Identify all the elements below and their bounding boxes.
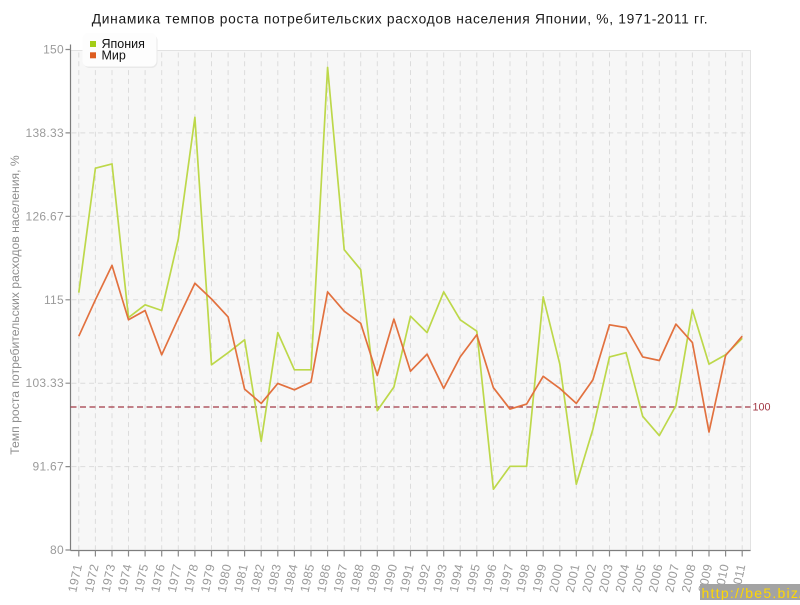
- svg-text:115: 115: [44, 293, 64, 307]
- svg-text:Мир: Мир: [102, 48, 126, 62]
- svg-text:150: 150: [43, 43, 64, 57]
- svg-text:103.33: 103.33: [25, 376, 64, 390]
- svg-text:138.33: 138.33: [25, 126, 64, 140]
- svg-text:Темп роста потребительских рас: Темп роста потребительских расходов насе…: [8, 155, 22, 455]
- svg-text:http://be5.biz/: http://be5.biz/: [702, 585, 800, 600]
- svg-text:Динамика темпов роста потребит: Динамика темпов роста потребительских ра…: [92, 12, 709, 27]
- svg-text:126.67: 126.67: [25, 209, 64, 223]
- svg-text:100: 100: [753, 402, 771, 414]
- svg-text:91.67: 91.67: [32, 460, 64, 474]
- svg-text:80: 80: [50, 543, 64, 557]
